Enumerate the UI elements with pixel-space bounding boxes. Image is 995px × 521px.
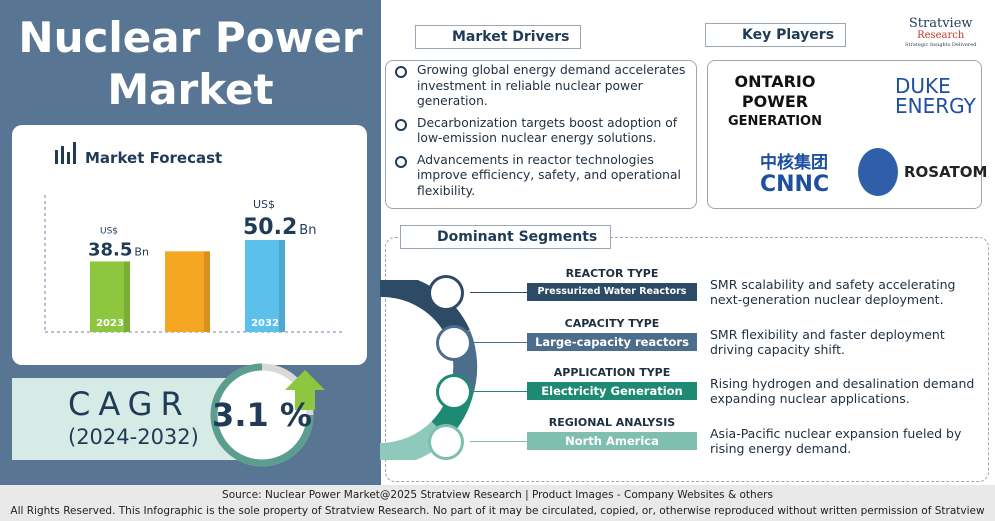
connector [470,391,527,392]
players-title: Key Players [705,23,846,47]
title: Nuclear Power Market [0,12,381,116]
segment-icon [436,324,472,361]
logo: ONTARIO POWER GENERATION [715,72,835,132]
brand-sub: Research [917,30,965,41]
value-unit: Bn [134,245,149,258]
segments-box [385,237,989,482]
driver: Growing global energy demand accelerates… [395,63,690,110]
drivers-box [385,60,697,209]
logo-text: ENERGY [895,94,976,118]
brand-tagline: Strategic Insights Delivered [905,42,977,48]
segment-leader: Electricity Generation [527,382,697,400]
value-label: 50.2 Bn [243,215,316,240]
driver-text: Growing global energy demand accelerates… [417,63,686,108]
bar-year: 2032 [251,318,279,329]
bar [165,251,210,332]
bar-side [279,240,285,332]
segment-type: APPLICATION TYPE [553,366,671,379]
driver-text: Advancements in reactor technologies imp… [417,152,681,198]
connector [470,440,527,442]
cagr-label: CAGR [68,385,191,423]
logo-text: GENERATION [727,114,822,129]
up-arrow [285,370,325,410]
value-label: 38.5 Bn [88,239,149,260]
value-number: 50.2 [243,215,297,240]
segment-note: SMR scalability and safety accelerating … [710,277,956,307]
cagr-unit: % [279,396,312,434]
driver: Decarbonization targets boost adoption o… [395,116,690,147]
logo-text: ROSATOM [904,163,988,181]
title-line: Market [107,65,274,114]
value-number: 38.5 [88,239,132,260]
segment-leader: Pressurized Water Reactors (PWRs) [527,283,697,315]
connector [470,292,527,293]
brand-name: Stratview [908,16,973,31]
segment-note: Asia-Pacific nuclear expansion fueled by… [710,425,962,456]
title-line: Nuclear Power [18,13,363,62]
icon [55,142,76,164]
segment-leader: Large-capacity reactors [527,332,697,351]
segments-title: Dominant Segments [400,225,611,249]
bar [90,261,130,332]
segment-type: CAPACITY TYPE [564,316,660,330]
logo-text: CNNC [760,172,830,197]
forecast-title: Market Forecast [85,149,222,167]
bullet-icon [395,66,407,78]
segment-icon [436,374,472,410]
cagr-value: 3.1 % [212,396,312,434]
logo: DUKE ENERGY [895,76,976,116]
bar [245,240,285,332]
segment-leader: North America [527,431,697,450]
segment-icon [428,423,464,460]
segment-type: REACTOR TYPE [565,267,659,280]
rosatom-icon [858,148,898,196]
bar-side [204,251,210,332]
value-unit: Bn [299,223,316,238]
drivers-title: Market Drivers [415,25,581,49]
logo: 中核集团 CNNC [760,152,829,196]
drivers-list: Growing global energy demand accelerates… [395,63,690,205]
segment-note: SMR flexibility and faster deployment dr… [710,326,945,357]
cagr-ring [210,363,325,467]
connector [470,341,527,343]
value-currency: US$ [100,226,118,236]
bullet-icon [395,155,407,168]
bullet-icon [395,118,407,131]
bar-year: 2023 [96,318,124,329]
driver: Advancements in reactor technologies imp… [395,153,690,200]
value-currency: US$ [253,198,275,211]
logo-text: DUKE [895,74,951,98]
ring-arc [210,363,314,467]
players-box [707,60,982,209]
segment-note: Rising hydrogen and desalination demand … [710,376,975,406]
bar-side [124,261,130,332]
segment-type: REGIONAL ANALYSIS [548,415,676,429]
logo-text: ONTARIO POWER [734,72,816,111]
driver-text: Decarbonization targets boost adoption o… [417,115,678,146]
footer-rights: All Rights Reserved. This Infographic is… [10,505,985,517]
footer-source: Source: Nuclear Power Market@2025 Stratv… [222,489,773,501]
cagr-period: (2024-2032) [68,425,199,449]
cagr-number: 3.1 [212,396,269,434]
segment-icon [428,275,464,311]
footer: Source: Nuclear Power Market@2025 Stratv… [0,485,995,521]
logo-text: 中核集团 [760,153,828,173]
brand: Stratview Research Strategic Insights Deli… [905,16,977,49]
